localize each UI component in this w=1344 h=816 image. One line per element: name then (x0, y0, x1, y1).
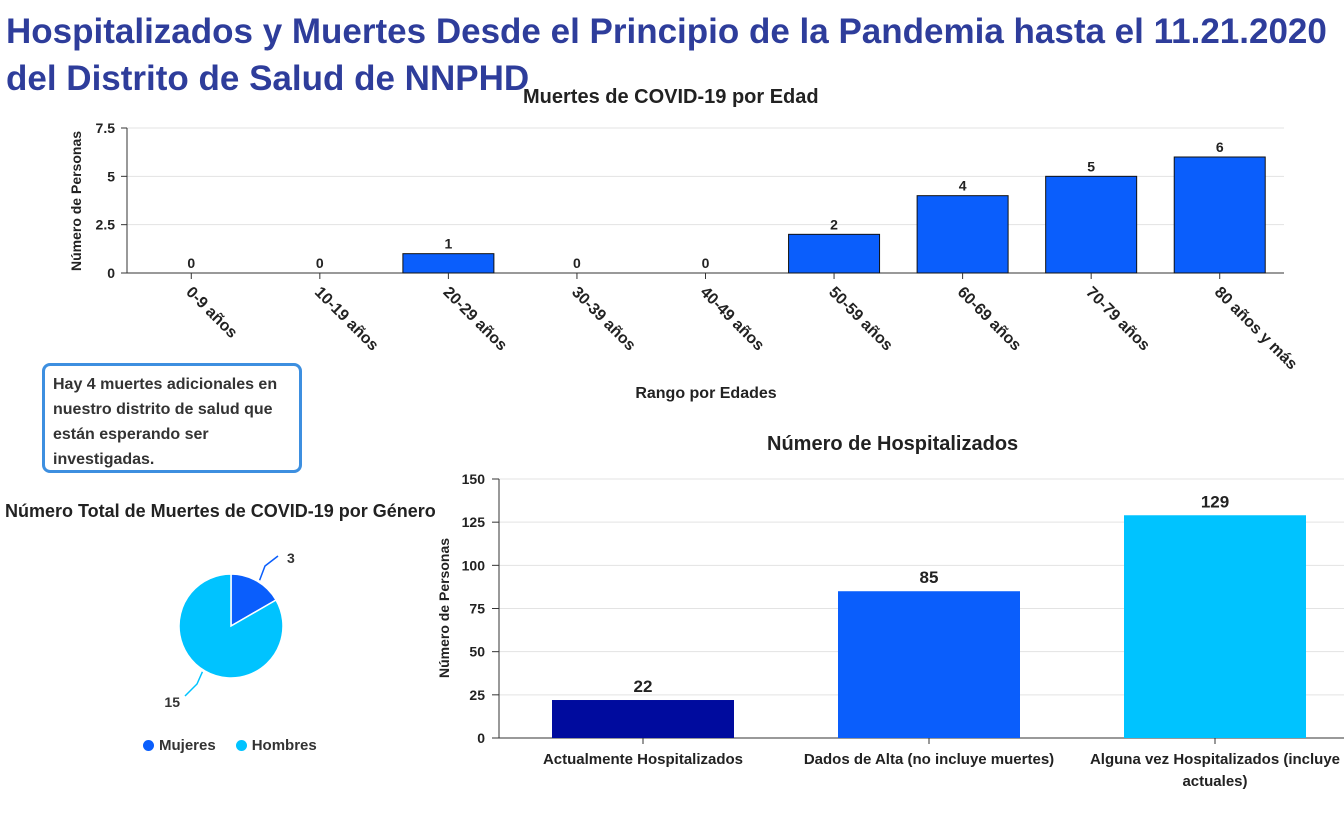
age-y-tick-label: 5 (107, 168, 115, 184)
pending-deaths-note: Hay 4 muertes adicionales en nuestro dis… (42, 363, 302, 473)
age-x-tick-label: 40-49 años (697, 284, 768, 355)
age-y-axis-title: Número de Personas (68, 131, 84, 271)
age-bar-value: 0 (187, 255, 195, 271)
age-x-tick-label: 10-19 años (311, 284, 382, 355)
age-x-tick-label: 20-29 años (440, 284, 511, 355)
age-x-tick-label: 0-9 años (182, 284, 240, 342)
pie-slice-mujeres (230, 573, 278, 628)
legend-label-mujeres: Mujeres (159, 737, 216, 754)
age-x-tick-label: 70-79 años (1082, 284, 1153, 355)
hosp-bar (1124, 515, 1306, 738)
legend-item-mujeres[interactable]: Mujeres (143, 737, 216, 754)
hosp-y-tick-label: 100 (462, 557, 486, 573)
pie-slice-value: 15 (164, 694, 180, 710)
age-bar-value: 1 (444, 236, 452, 252)
legend-swatch-mujeres (143, 740, 154, 751)
page-title: Hospitalizados y Muertes Desde el Princi… (6, 12, 1327, 98)
age-x-tick-label: 50-59 años (825, 284, 896, 355)
age-x-tick-label: 60-69 años (954, 284, 1025, 355)
age-y-tick-label: 7.5 (96, 120, 116, 136)
hosp-y-tick-label: 75 (469, 601, 485, 617)
age-y-tick-label: 0 (107, 265, 115, 281)
hosp-y-tick-label: 50 (469, 644, 485, 660)
hosp-bar-value: 22 (634, 677, 653, 696)
age-x-tick-label: 80 años y más (1211, 284, 1300, 373)
age-y-tick-label: 2.5 (96, 217, 116, 233)
hosp-x-tick-label-cont: actuales) (1182, 773, 1247, 790)
legend-label-hombres: Hombres (251, 737, 317, 754)
hosp-y-axis-title: Número de Personas (436, 538, 452, 678)
age-bar-value: 6 (1216, 139, 1224, 155)
hosp-bar-value: 85 (920, 568, 939, 587)
age-x-tick-label: 30-39 años (568, 284, 639, 355)
hosp-x-tick-label: Actualmente Hospitalizados (543, 751, 743, 768)
age-bar (1173, 156, 1266, 274)
age-bar-value: 0 (573, 255, 581, 271)
age-bar-value: 5 (1087, 158, 1095, 174)
legend-item-hombres[interactable]: Hombres (235, 737, 317, 754)
age-bar-value: 0 (702, 255, 710, 271)
hosp-y-tick-label: 150 (462, 471, 486, 487)
age-bar (788, 233, 881, 274)
hosp-bar-value: 129 (1201, 492, 1229, 511)
hosp-bar (552, 700, 734, 738)
pie-slice-hombres (178, 573, 284, 679)
hosp-bar (838, 591, 1020, 738)
pie-leader-line (184, 671, 204, 697)
hosp-chart-title: Número de Hospitalizados (767, 433, 1019, 455)
hosp-y-tick-label: 25 (469, 687, 485, 703)
age-bar-value: 2 (830, 216, 838, 232)
gender-legend: Mujeres Hombres (143, 737, 317, 754)
age-bar-value: 4 (959, 178, 967, 194)
age-bar-value: 0 (316, 255, 324, 271)
age-bar (402, 253, 495, 274)
hosp-y-tick-label: 0 (477, 730, 485, 746)
hosp-x-tick-label: Dados de Alta (no incluye muertes) (804, 751, 1054, 768)
age-x-axis-title: Rango por Edades (635, 385, 776, 402)
age-bar (1045, 175, 1138, 274)
hosp-x-tick-label: Alguna vez Hospitalizados (incluye (1090, 751, 1340, 768)
legend-swatch-hombres (235, 740, 247, 751)
age-chart-title: Muertes de COVID-19 por Edad (523, 86, 819, 108)
pie-leader-line (258, 555, 279, 581)
pie-slice-value: 3 (287, 550, 295, 566)
hosp-y-tick-label: 125 (462, 514, 486, 530)
gender-chart-title: Número Total de Muertes de COVID-19 por … (5, 501, 436, 521)
age-bar (916, 195, 1009, 274)
